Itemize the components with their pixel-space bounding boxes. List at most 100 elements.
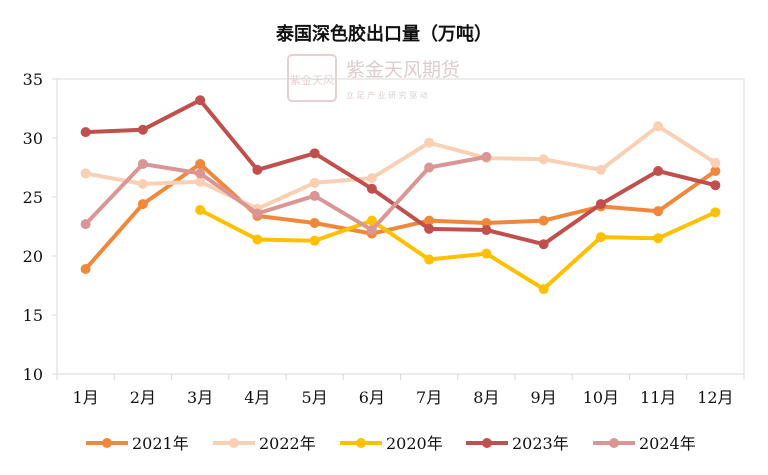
watermark-logo-text: 紫金天风 [290, 73, 334, 87]
axes: 35 30 25 20 15 10 1月 2月 3月 4月 5月 6月 7月 8月 9月 10月 11月 12月 [23, 70, 745, 407]
x-tick-label: 6月 [359, 388, 385, 407]
legend-item: 2023年 [466, 434, 569, 453]
x-tick-label: 2月 [130, 388, 156, 407]
data-point [80, 127, 91, 138]
legend-marker [102, 438, 112, 448]
data-point [424, 162, 435, 173]
data-point [309, 177, 320, 188]
data-point [710, 207, 721, 218]
legend-marker [482, 438, 492, 448]
data-point [309, 217, 320, 228]
data-point [424, 215, 435, 226]
series-layer [80, 95, 721, 295]
y-tick-label: 35 [23, 70, 43, 89]
data-point [80, 219, 91, 230]
data-point [538, 284, 549, 295]
x-tick-label: 5月 [302, 388, 328, 407]
data-point [252, 234, 263, 245]
x-tick-label: 11月 [640, 388, 676, 407]
data-point [424, 223, 435, 234]
watermark-company: 紫金天风期货 [346, 59, 460, 81]
series-2023年 [80, 95, 721, 250]
data-point [252, 164, 263, 175]
data-point [252, 208, 263, 219]
y-tick-label: 30 [23, 129, 43, 148]
data-point [137, 199, 148, 210]
data-point [424, 137, 435, 148]
x-tick-label: 3月 [187, 388, 213, 407]
data-point [481, 225, 492, 236]
data-point [710, 180, 721, 191]
legend-label: 2023年 [512, 434, 569, 453]
series-line [83, 98, 718, 247]
series-2024年 [80, 151, 492, 236]
data-point [710, 157, 721, 168]
x-tick-label: 12月 [697, 388, 733, 407]
series-2021年 [80, 158, 721, 274]
legend-label: 2024年 [639, 434, 696, 453]
data-point [80, 263, 91, 274]
data-point [653, 121, 664, 132]
x-tick-label: 10月 [583, 388, 619, 407]
legend-label: 2022年 [259, 434, 316, 453]
chart-title: 泰国深色胶出口量（万吨） [275, 23, 492, 45]
legend-item: 2024年 [593, 434, 696, 453]
data-point [595, 232, 606, 243]
data-point [653, 166, 664, 177]
data-point [595, 199, 606, 210]
legend-label: 2021年 [132, 434, 189, 453]
watermark-slogan: 立 足 产 业 研 究 驱 动 [346, 90, 428, 100]
data-point [195, 176, 206, 187]
data-point [195, 204, 206, 215]
data-point [653, 233, 664, 244]
y-tick-label: 25 [23, 188, 43, 207]
legend-marker [609, 438, 619, 448]
data-point [195, 158, 206, 169]
data-point [137, 158, 148, 169]
legend-item: 2022年 [213, 434, 316, 453]
data-point [137, 179, 148, 190]
data-point [366, 215, 377, 226]
legend: 2021年 2022年 2020年 2023年 2024年 [86, 434, 696, 453]
data-point [366, 183, 377, 194]
series-2020年 [195, 204, 721, 295]
x-tick-label: 8月 [473, 388, 499, 407]
series-line [83, 154, 489, 232]
data-point [710, 166, 721, 177]
series-line [198, 208, 718, 291]
data-point [366, 225, 377, 236]
data-point [424, 254, 435, 265]
data-point [595, 164, 606, 175]
x-tick-label: 7月 [416, 388, 442, 407]
x-tick-label: 9月 [531, 388, 557, 407]
y-tick-label: 10 [23, 365, 43, 384]
data-point [309, 148, 320, 159]
data-point [309, 235, 320, 246]
data-point [481, 151, 492, 162]
data-point [538, 239, 549, 250]
data-point [137, 124, 148, 135]
data-point [481, 217, 492, 228]
legend-label: 2020年 [386, 434, 443, 453]
watermark: 紫金天风 紫金天风期货 立 足 产 业 研 究 驱 动 [287, 54, 460, 102]
data-point [195, 95, 206, 106]
x-tick-label: 1月 [73, 388, 99, 407]
data-point [653, 206, 664, 217]
watermark-logo [287, 54, 337, 102]
x-tick-label: 4月 [244, 388, 270, 407]
legend-item: 2020年 [340, 434, 443, 453]
legend-marker [229, 438, 239, 448]
series-line [83, 124, 718, 211]
data-point [366, 173, 377, 184]
series-line [83, 162, 718, 271]
y-tick-label: 15 [23, 306, 43, 325]
data-point [80, 168, 91, 179]
data-point [309, 190, 320, 201]
data-point [195, 168, 206, 179]
y-tick-label: 20 [23, 247, 43, 266]
data-point [538, 215, 549, 226]
legend-marker [356, 438, 366, 448]
data-point [538, 154, 549, 165]
data-point [481, 248, 492, 259]
